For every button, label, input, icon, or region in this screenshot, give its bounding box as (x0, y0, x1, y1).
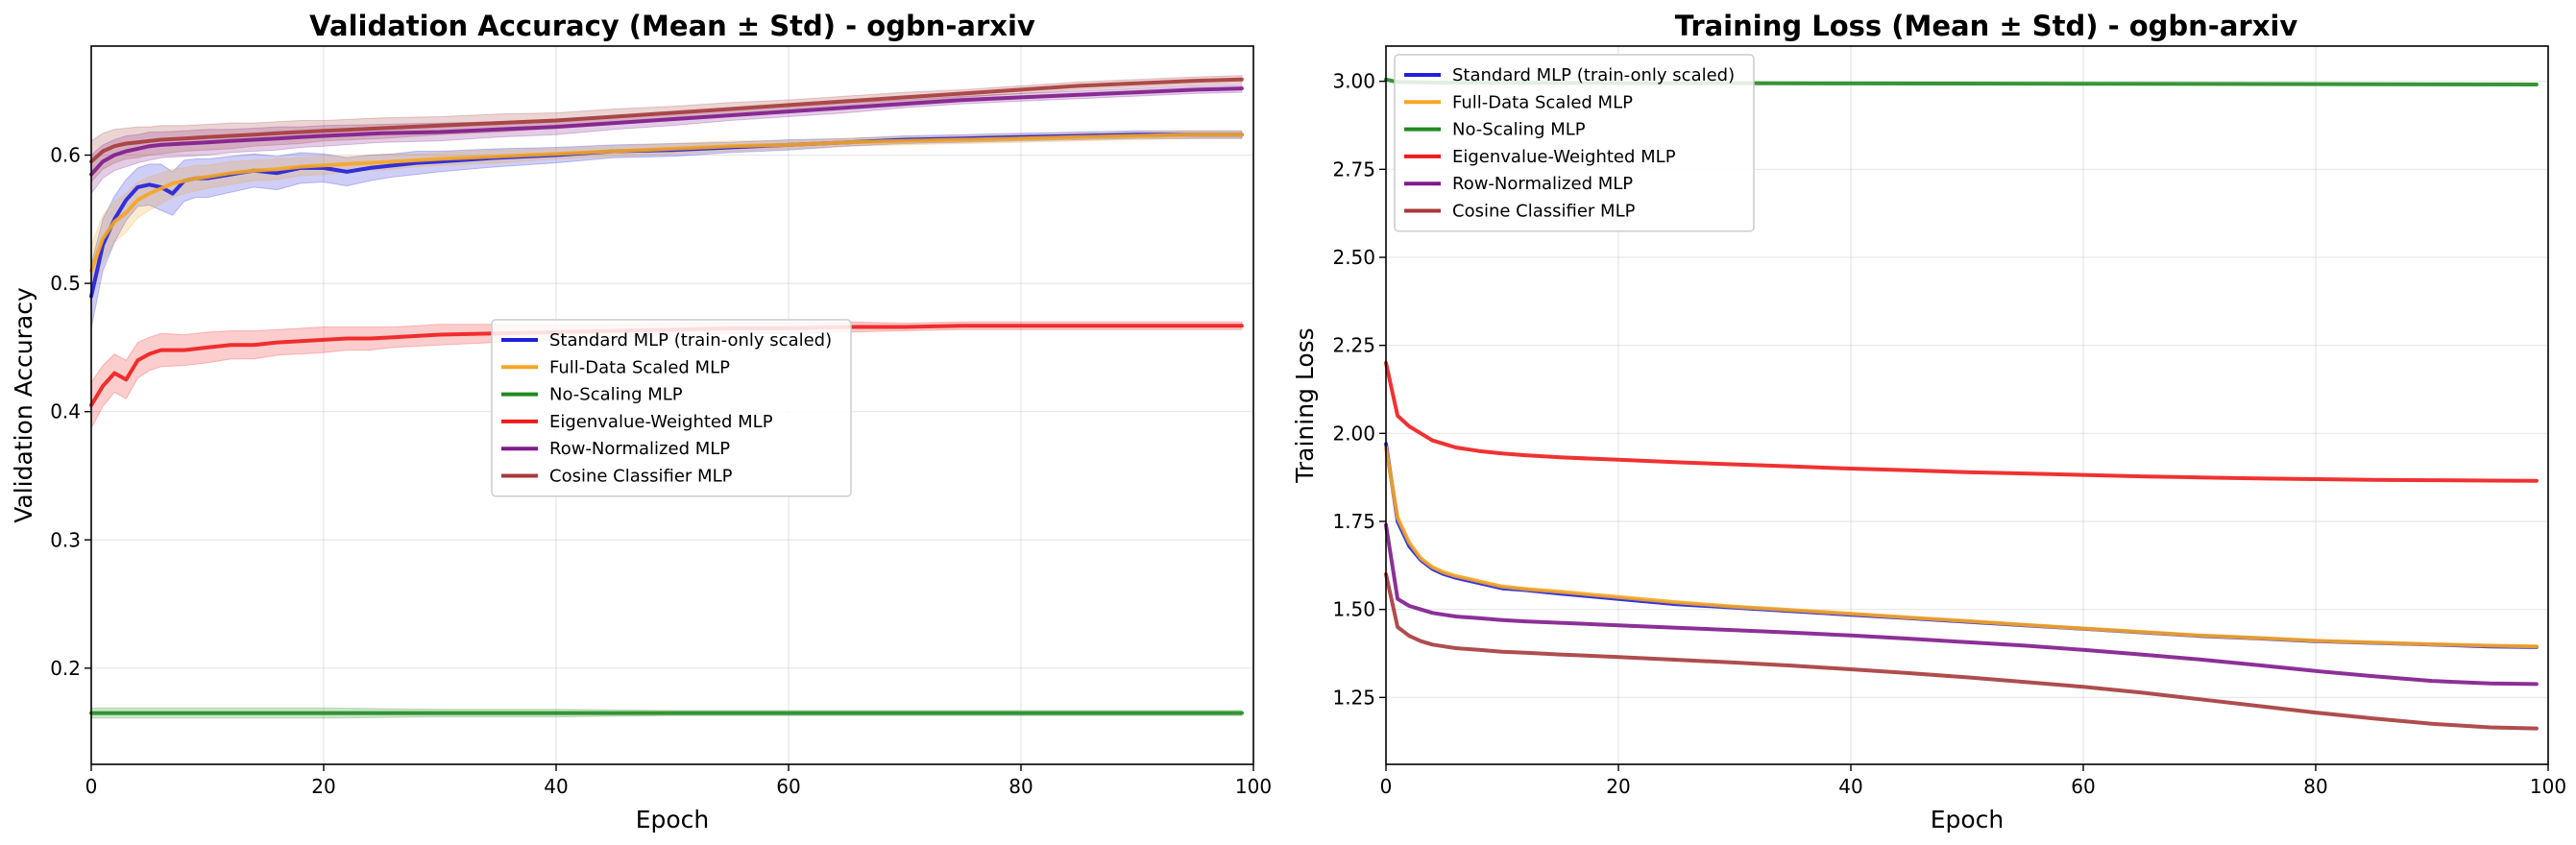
plot-area-frame (1385, 45, 2549, 765)
legend-label: Full-Data Scaled MLP (549, 357, 730, 377)
y-tick-label: 2.50 (1332, 246, 1375, 269)
legend-label: Cosine Classifier MLP (1452, 202, 1636, 222)
chart-title: Training Loss (Mean ± Std) - ogbn-arxiv (1675, 10, 2298, 42)
legend-label: Row-Normalized MLP (549, 439, 730, 459)
plot-area-frame (90, 45, 1254, 765)
x-axis-label: Epoch (1931, 806, 2005, 833)
series-line (89, 86, 1244, 177)
x-tick-label: 80 (2303, 775, 2327, 798)
chart-title: Validation Accuracy (Mean ± Std) - ogbn-… (309, 10, 1035, 42)
y-tick-label: 0.6 (50, 144, 81, 167)
x-tick-label: 20 (311, 775, 335, 798)
series-line (1384, 442, 2539, 649)
legend-box (491, 319, 852, 497)
std-band (90, 321, 1243, 429)
x-tick-label: 100 (1235, 775, 1272, 798)
y-tick-label: 3.00 (1332, 70, 1375, 93)
std-band (90, 130, 1243, 328)
x-tick-label: 40 (544, 775, 568, 798)
series-line (1384, 446, 2539, 649)
legend-label: Row-Normalized MLP (1452, 174, 1633, 194)
x-tick-label: 100 (2530, 775, 2566, 798)
legend: Standard MLP (train-only scaled) Full-Dat… (1394, 54, 1755, 232)
series-line (1384, 572, 2539, 731)
legend-label: No-Scaling MLP (1452, 120, 1586, 140)
y-axis-label: Training Loss (1291, 327, 1319, 483)
y-tick-label: 1.25 (1332, 686, 1375, 709)
std-band (90, 130, 1243, 297)
x-tick-label: 40 (1838, 775, 1862, 798)
legend-label: Full-Data Scaled MLP (1452, 92, 1633, 112)
y-tick-label: 1.75 (1332, 510, 1375, 533)
y-tick-label: 2.00 (1332, 422, 1375, 445)
series-line (89, 77, 1244, 164)
y-tick-label: 2.75 (1332, 157, 1375, 181)
series-line (1384, 361, 2539, 483)
legend-label: No-Scaling MLP (549, 385, 683, 405)
legend: Standard MLP (train-only scaled) Full-Dat… (491, 319, 852, 497)
y-axis-label: Validation Accuracy (10, 287, 37, 523)
x-axis-label: Epoch (636, 806, 710, 833)
x-tick-label: 60 (776, 775, 800, 798)
legend-label: Cosine Classifier MLP (549, 467, 733, 487)
validation-accuracy-chart: Validation Accuracy (Mean ± Std) - ogbn-… (10, 10, 1272, 833)
legend-box (1394, 54, 1755, 232)
y-tick-label: 0.4 (50, 400, 81, 423)
series-line (89, 133, 1244, 273)
std-band (90, 84, 1243, 196)
x-tick-label: 0 (85, 775, 98, 798)
y-tick-label: 0.3 (50, 528, 81, 551)
legend-label: Eigenvalue-Weighted MLP (1452, 147, 1676, 167)
x-tick-label: 80 (1009, 775, 1033, 798)
series-line (1384, 522, 2539, 687)
std-band (90, 75, 1243, 183)
legend-label: Eigenvalue-Weighted MLP (549, 412, 773, 432)
legend-label: Standard MLP (train-only scaled) (549, 330, 832, 350)
series-line (89, 324, 1244, 407)
training-loss-chart: Training Loss (Mean ± Std) - ogbn-arxiv … (1291, 10, 2566, 833)
y-tick-label: 0.5 (50, 272, 81, 295)
x-tick-label: 60 (2071, 775, 2095, 798)
x-tick-label: 0 (1380, 775, 1393, 798)
y-tick-label: 2.25 (1332, 334, 1375, 357)
legend-label: Standard MLP (train-only scaled) (1452, 65, 1735, 85)
x-tick-label: 20 (1606, 775, 1630, 798)
y-tick-label: 1.50 (1332, 598, 1375, 621)
y-tick-label: 0.2 (50, 657, 81, 680)
